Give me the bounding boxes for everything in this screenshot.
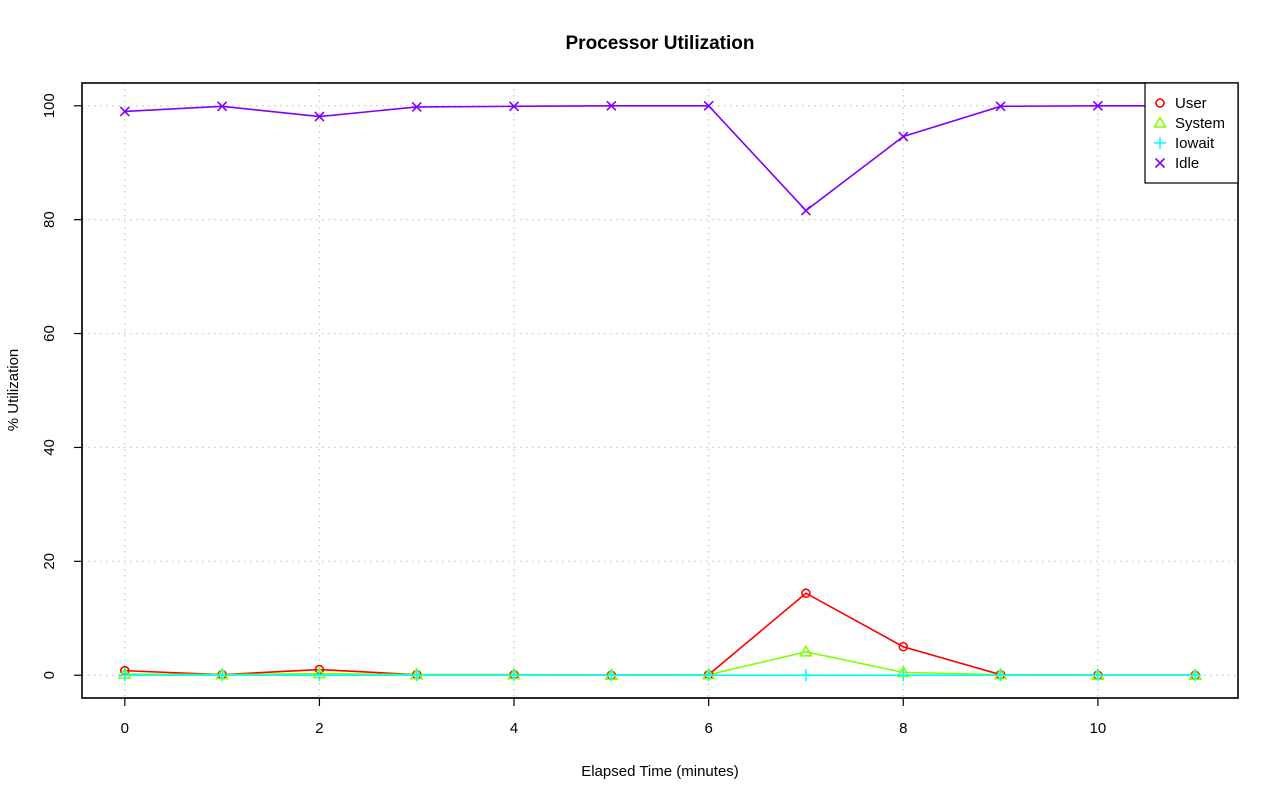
series-lines <box>124 104 1196 677</box>
legend-label-user: User <box>1175 95 1207 112</box>
data-point-iowait <box>508 669 521 682</box>
x-axis: 0 2 4 6 8 10 <box>121 697 1107 737</box>
x-tick-label: 6 <box>704 720 712 737</box>
data-point-iowait <box>118 669 131 682</box>
data-point-idle <box>508 101 520 112</box>
legend-marker-idle <box>1154 157 1166 169</box>
x-tick-label: 0 <box>121 720 129 737</box>
data-point-idle <box>217 101 228 112</box>
legend: User System Iowait Idle <box>1144 82 1239 184</box>
legend-label-idle: Idle <box>1175 155 1199 172</box>
x-axis-label: Elapsed Time (minutes) <box>581 763 739 780</box>
grid-lines <box>82 83 1238 698</box>
data-point-idle <box>314 111 325 122</box>
data-point-idle <box>800 205 812 216</box>
data-point-idle <box>606 100 617 111</box>
y-tick-label: 100 <box>41 93 58 118</box>
y-tick-label: 80 <box>41 211 58 228</box>
y-tick-label: 20 <box>41 553 58 570</box>
data-point-idle <box>995 101 1006 112</box>
x-tick-label: 8 <box>899 720 907 737</box>
data-point-iowait <box>897 669 910 682</box>
chart-title: Processor Utilization <box>566 33 755 54</box>
legend-label-system: System <box>1175 115 1225 132</box>
x-tick-label: 10 <box>1090 720 1107 737</box>
x-tick-label: 4 <box>510 720 518 737</box>
data-point-user <box>898 641 909 652</box>
data-point-user <box>801 588 811 599</box>
legend-marker-user <box>1155 98 1165 108</box>
y-tick-label: 60 <box>41 325 58 342</box>
series-line-idle <box>124 104 1196 212</box>
y-axis-label: % Utilization <box>5 349 22 432</box>
legend-marker-system <box>1153 115 1167 128</box>
data-point-idle <box>898 131 909 142</box>
data-point-iowait <box>994 669 1007 682</box>
data-point-idle <box>119 106 130 117</box>
y-tick-label: 0 <box>41 671 58 679</box>
data-point-iowait <box>799 669 812 682</box>
data-point-iowait <box>1189 669 1202 682</box>
data-point-iowait <box>410 669 423 682</box>
series-line-user <box>124 592 1196 677</box>
data-point-idle <box>411 101 422 112</box>
data-point-iowait <box>313 669 326 682</box>
data-point-iowait <box>1091 669 1104 682</box>
data-point-idle <box>1092 100 1103 111</box>
legend-marker-iowait <box>1154 137 1166 149</box>
data-point-system <box>799 644 813 657</box>
data-point-iowait <box>702 669 715 682</box>
data-point-iowait <box>216 669 229 682</box>
y-tick-label: 40 <box>41 439 58 456</box>
y-axis: 0 20 40 60 80 100 <box>41 93 83 679</box>
series-points <box>117 100 1203 682</box>
data-point-iowait <box>605 669 618 682</box>
legend-label-iowait: Iowait <box>1175 135 1215 152</box>
plot-frame <box>81 82 1239 699</box>
x-tick-label: 2 <box>315 720 323 737</box>
data-point-idle <box>703 100 714 111</box>
